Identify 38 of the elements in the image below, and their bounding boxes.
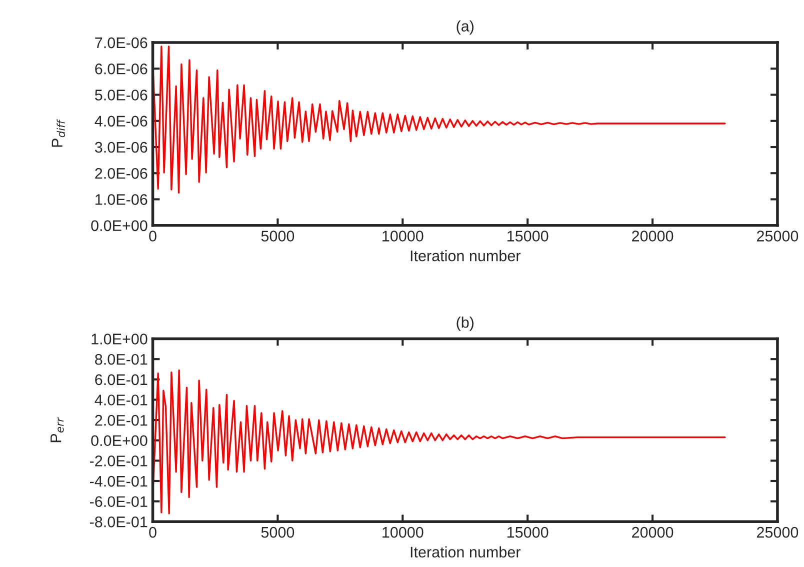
- y-tick-label: 2.0E-01: [95, 414, 148, 426]
- y-tick-label: 0.0E+00: [91, 220, 148, 232]
- y-tick-label: 4.0E-06: [94, 116, 148, 127]
- y-tick-label: 5.0E-06: [95, 90, 148, 100]
- y-tick-label: 0.0E+00: [91, 435, 148, 446]
- x-axis-title: Iteration number: [410, 546, 520, 558]
- y-tick-label: 3.0E-06: [94, 142, 148, 153]
- y-tick-label: 1.0E-06: [96, 194, 148, 205]
- x-tick-label: 0: [149, 526, 156, 538]
- y-axis-title: P$_{err}$: [50, 417, 64, 442]
- y-tick-label: 6.0E-01: [95, 374, 148, 386]
- y-tick-label: 1.0E+00: [92, 334, 148, 344]
- x-tick-label: 0: [149, 230, 156, 242]
- x-tick-label: 20000: [632, 526, 674, 538]
- x-tick-label: 10000: [382, 526, 424, 538]
- x-axis-title: Iteration number: [410, 250, 520, 262]
- line-series: [152, 369, 726, 514]
- x-tick-label: 5000: [261, 230, 294, 242]
- line-series: [152, 46, 726, 194]
- y-tick-label: -6.0E-01: [90, 496, 148, 508]
- y-axis-title: P$_{diff}$: [52, 119, 66, 147]
- y-tick-label: 4.0E-01: [94, 394, 148, 406]
- y-tick-label: -4.0E-01: [90, 476, 148, 487]
- y-tick-label: -8.0E-01: [90, 516, 148, 528]
- x-tick-label: 25000: [756, 526, 798, 538]
- x-tick-label: 20000: [632, 230, 674, 242]
- chart-title: (b): [456, 316, 474, 331]
- x-tick-label: 25000: [756, 230, 798, 242]
- y-tick-label: 6.0E-06: [95, 64, 148, 74]
- y-tick-label: 8.0E-01: [95, 354, 148, 365]
- y-tick-label: 7.0E-06: [95, 37, 148, 48]
- chart-title: (a): [456, 20, 474, 35]
- x-tick-label: 10000: [382, 230, 424, 242]
- x-tick-label: 15000: [508, 230, 548, 242]
- y-tick-label: -2.0E-01: [90, 456, 148, 466]
- x-tick-label: 15000: [508, 526, 548, 538]
- x-tick-label: 5000: [261, 526, 294, 538]
- y-tick-label: 2.0E-06: [95, 168, 148, 179]
